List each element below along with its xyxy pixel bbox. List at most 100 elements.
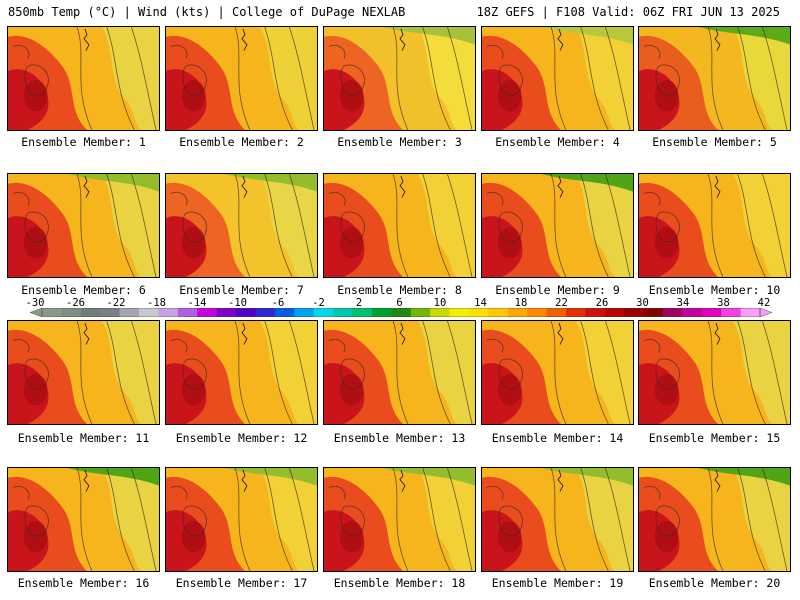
colorbar-tick-label: 26 (595, 297, 609, 309)
colorbar-segment (119, 308, 140, 317)
ensemble-map-panel (638, 26, 791, 131)
header-title: 850mb Temp (°C) | Wind (kts) | College o… (8, 5, 406, 19)
ensemble-map-panel (481, 26, 634, 131)
temperature-field-map (639, 468, 790, 571)
ensemble-member-label: Ensemble Member: 15 (648, 431, 781, 445)
colorbar-segment (333, 308, 353, 317)
temperature-field-map (8, 321, 159, 424)
colorbar-segment (42, 308, 62, 317)
ensemble-member-label: Ensemble Member: 14 (491, 431, 624, 445)
ensemble-member-label: Ensemble Member: 16 (17, 576, 150, 590)
colorbar-segment (662, 308, 683, 317)
colorbar-segment (158, 308, 179, 317)
colorbar-segment (527, 308, 547, 317)
colorbar-tick-label: 10 (433, 297, 447, 309)
ensemble-map-panel (638, 173, 791, 278)
temperature-field-map (166, 468, 317, 571)
colorbar-segment (604, 308, 625, 317)
colorbar-tick-label: 34 (676, 297, 690, 309)
colorbar-segment (313, 308, 334, 317)
colorbar-segment (197, 308, 217, 317)
temperature-field-map (324, 321, 475, 424)
temperature-field-map (8, 174, 159, 277)
temperature-field-map (8, 468, 159, 571)
colorbar-tick-label: -30 (25, 297, 45, 309)
colorbar-segment (546, 308, 567, 317)
ensemble-member-label: Ensemble Member: 11 (17, 431, 150, 445)
ensemble-map-panel (7, 26, 160, 131)
colorbar-tick-label: 30 (636, 297, 649, 309)
ensemble-map-panel (165, 320, 318, 425)
ensemble-map-panel (323, 320, 476, 425)
temperature-field-map (482, 321, 633, 424)
ensemble-map-panel (638, 467, 791, 572)
ensemble-map-panel (481, 467, 634, 572)
colorbar-tick-label: -14 (187, 297, 207, 309)
colorbar-segment (177, 308, 198, 317)
colorbar-segment (565, 308, 586, 317)
colorbar-tick-label: 22 (555, 297, 568, 309)
ensemble-member-label: Ensemble Member: 13 (333, 431, 466, 445)
ensemble-map-panel (165, 467, 318, 572)
colorbar-right-arrow (759, 308, 772, 317)
colorbar-tick-label: 18 (514, 297, 528, 309)
temperature-field-map (166, 174, 317, 277)
ensemble-member-label: Ensemble Member: 17 (175, 576, 308, 590)
colorbar-segment (740, 308, 761, 317)
ensemble-member-label: Ensemble Member: 19 (491, 576, 624, 590)
colorbar-segment (371, 308, 392, 317)
temperature-field-map (482, 27, 633, 130)
temperature-field-map (324, 174, 475, 277)
colorbar-segment (80, 308, 101, 317)
colorbar-segment (294, 308, 314, 317)
colorbar-segment (643, 308, 664, 317)
colorbar-segment (410, 308, 431, 317)
ensemble-map-panel (165, 26, 318, 131)
temperature-field-map (324, 468, 475, 571)
temperature-field-map (166, 321, 317, 424)
colorbar-segment (721, 308, 741, 317)
colorbar-segment (391, 308, 412, 317)
colorbar-segment (100, 308, 120, 317)
colorbar-segment (61, 308, 82, 317)
ensemble-member-label: Ensemble Member: 18 (333, 576, 466, 590)
colorbar-tick-label: 14 (474, 297, 487, 309)
colorbar-tick-label: 6 (396, 297, 403, 309)
header-valid-time: 18Z GEFS | F108 Valid: 06Z FRI JUN 13 20… (476, 5, 780, 19)
ensemble-map-panel (481, 173, 634, 278)
temperature-field-map (482, 174, 633, 277)
colorbar-segment (274, 308, 295, 317)
ensemble-member-label: Ensemble Member: 2 (179, 135, 304, 149)
colorbar-segment (585, 308, 606, 317)
ensemble-member-label: Ensemble Member: 10 (648, 283, 781, 297)
colorbar-tick-label: -6 (271, 297, 285, 309)
ensemble-map-panel (7, 173, 160, 278)
temperature-field-map (639, 174, 790, 277)
colorbar-segment (507, 308, 528, 317)
temperature-field-map (482, 468, 633, 571)
colorbar-segment (216, 308, 237, 317)
colorbar-left-arrow (30, 308, 43, 317)
temperature-colorbar (30, 308, 772, 317)
temperature-field-map (639, 27, 790, 130)
ensemble-map-panel (323, 467, 476, 572)
ensemble-map-panel (323, 173, 476, 278)
ensemble-map-panel (481, 320, 634, 425)
ensemble-member-label: Ensemble Member: 7 (179, 283, 304, 297)
colorbar-segment (682, 308, 703, 317)
ensemble-member-label: Ensemble Member: 1 (21, 135, 146, 149)
ensemble-member-label: Ensemble Member: 4 (495, 135, 620, 149)
ensemble-map-panel (7, 320, 160, 425)
ensemble-map-panel (638, 320, 791, 425)
temperature-field-map (8, 27, 159, 130)
ensemble-map-panel (323, 26, 476, 131)
colorbar-tick-label: 38 (717, 297, 730, 309)
ensemble-member-label: Ensemble Member: 6 (21, 283, 146, 297)
ensemble-member-label: Ensemble Member: 9 (495, 283, 620, 297)
colorbar-segment (139, 308, 159, 317)
colorbar-segment (488, 308, 509, 317)
colorbar-segment (701, 308, 722, 317)
colorbar-segment (449, 308, 470, 317)
temperature-field-map (639, 321, 790, 424)
colorbar-segment (352, 308, 373, 317)
